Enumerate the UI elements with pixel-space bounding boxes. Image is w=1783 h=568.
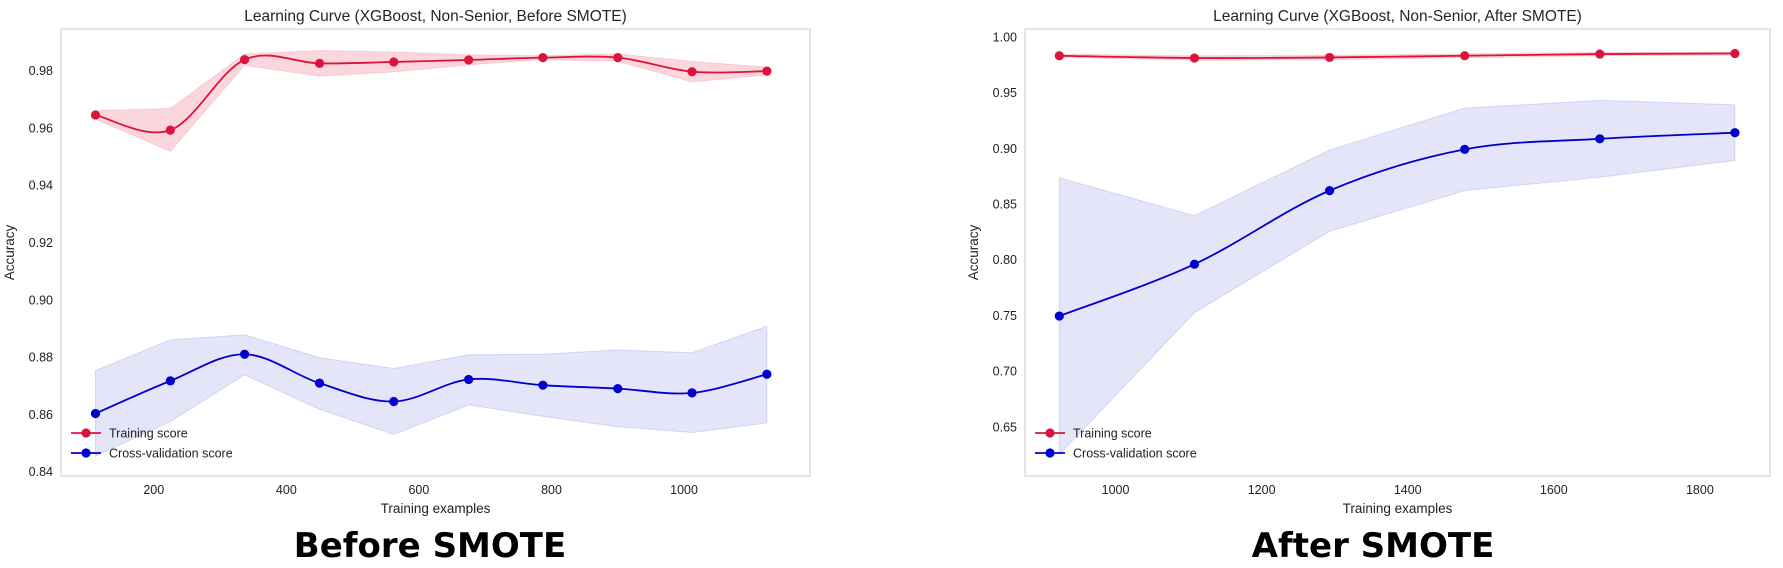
chart-after-smote: Learning Curve (XGBoost, Non-Senior, Aft… — [966, 8, 1771, 516]
caption-after-smote: After SMOTE — [1251, 526, 1495, 566]
legend-marker — [1045, 428, 1055, 438]
data-point-cross-validation — [389, 396, 399, 407]
x-tick-label: 600 — [408, 483, 429, 497]
x-tick-label: 800 — [541, 483, 562, 497]
y-axis-label: Accuracy — [966, 224, 981, 280]
data-point-training — [389, 57, 399, 67]
data-point-training — [687, 67, 697, 77]
plot-layer — [90, 49, 772, 457]
data-point-training — [464, 55, 474, 65]
data-point-training — [613, 53, 623, 63]
legend-marker — [81, 448, 91, 458]
data-point-cross-validation — [538, 380, 548, 390]
data-point-cross-validation — [762, 369, 772, 379]
x-tick-label: 1800 — [1686, 483, 1714, 497]
data-point-cross-validation — [90, 408, 101, 419]
legend-label: Cross-validation score — [109, 447, 233, 461]
y-tick-label: 0.90 — [29, 293, 53, 307]
series-line-training — [95, 54, 767, 134]
data-point-cross-validation — [165, 376, 175, 386]
data-point-training — [1595, 49, 1605, 59]
y-tick-label: 1.00 — [993, 30, 1017, 44]
legend-marker — [81, 428, 91, 438]
data-point-cross-validation — [240, 349, 250, 359]
legend: Training score Cross-validation score — [71, 427, 233, 461]
y-tick-label: 0.75 — [993, 309, 1017, 323]
data-point-cross-validation — [613, 384, 623, 394]
data-point-training — [1054, 51, 1064, 61]
y-tick-label: 0.98 — [29, 64, 53, 78]
x-tick-label: 1200 — [1248, 483, 1276, 497]
data-point-training — [90, 110, 101, 120]
data-point-cross-validation — [314, 378, 325, 388]
series-line-cross-validation — [1059, 131, 1735, 317]
legend-label: Training score — [109, 427, 188, 441]
x-tick-label: 1000 — [670, 483, 698, 497]
y-tick-label: 0.65 — [993, 420, 1017, 434]
data-point-cross-validation — [464, 374, 474, 385]
y-tick-label: 0.84 — [29, 465, 53, 479]
x-tick-label: 400 — [276, 483, 297, 497]
y-axis-label: Accuracy — [2, 224, 17, 280]
data-point-training — [1460, 51, 1470, 61]
x-tick-label: 1600 — [1540, 483, 1568, 497]
chart-title: Learning Curve (XGBoost, Non-Senior, Bef… — [244, 8, 627, 25]
y-tick-label: 0.85 — [993, 198, 1017, 212]
y-tick-label: 0.95 — [993, 86, 1017, 100]
x-axis-label: Training examples — [1343, 501, 1453, 516]
data-point-training — [762, 66, 772, 76]
chart-title: Learning Curve (XGBoost, Non-Senior, Aft… — [1213, 8, 1582, 25]
data-point-training — [1189, 53, 1200, 63]
y-tick-label: 0.96 — [29, 121, 53, 135]
y-tick-label: 0.94 — [29, 179, 53, 193]
y-tick-label: 0.90 — [993, 142, 1017, 156]
x-tick-label: 200 — [143, 483, 164, 497]
x-axis-label: Training examples — [381, 501, 491, 516]
data-point-cross-validation — [1460, 144, 1470, 154]
data-point-cross-validation — [1595, 134, 1605, 144]
data-point-training — [538, 53, 548, 63]
series-line-cross-validation — [95, 353, 768, 415]
y-tick-label: 0.92 — [29, 236, 53, 250]
caption-before-smote: Before SMOTE — [293, 526, 567, 566]
y-tick-label: 0.80 — [993, 253, 1017, 267]
data-point-cross-validation — [1324, 186, 1335, 196]
data-point-training — [1324, 52, 1335, 63]
legend-marker — [1045, 448, 1055, 458]
series-line-training — [1059, 52, 1735, 59]
y-tick-label: 0.70 — [993, 365, 1017, 379]
legend-label: Training score — [1073, 427, 1152, 441]
y-tick-label: 0.86 — [29, 408, 53, 422]
data-point-training — [314, 58, 325, 68]
data-point-cross-validation — [1054, 311, 1064, 321]
y-tick-label: 0.88 — [29, 351, 53, 365]
legend-label: Cross-validation score — [1073, 447, 1197, 461]
data-point-cross-validation — [1189, 259, 1200, 269]
legend: Training score Cross-validation score — [1035, 427, 1197, 461]
chart-before-smote: Learning Curve (XGBoost, Non-Senior, Bef… — [2, 8, 811, 516]
data-point-training — [165, 125, 175, 135]
x-tick-label: 1000 — [1102, 483, 1130, 497]
data-point-training — [1730, 48, 1740, 59]
x-tick-label: 1400 — [1394, 483, 1422, 497]
data-point-cross-validation — [1730, 128, 1740, 138]
data-point-training — [240, 55, 250, 65]
plot-layer — [1054, 48, 1740, 456]
data-point-cross-validation — [687, 388, 697, 398]
